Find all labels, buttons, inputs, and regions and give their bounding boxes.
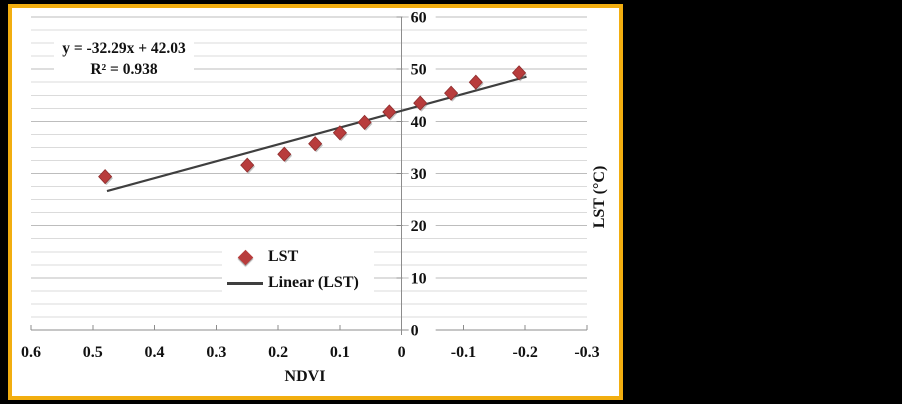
y-tick-label: 40 bbox=[411, 114, 427, 131]
data-point bbox=[357, 114, 372, 130]
diamond-marker-icon bbox=[237, 249, 253, 265]
x-axis-title: NDVI bbox=[284, 368, 326, 385]
y-tick-label-bg bbox=[408, 217, 436, 234]
x-tick-label: -0.3 bbox=[574, 344, 599, 361]
x-tick-label: -0.2 bbox=[513, 344, 538, 361]
x-tick-label: 0.3 bbox=[206, 344, 226, 361]
y-tick-label: 10 bbox=[411, 270, 427, 287]
data-point bbox=[468, 74, 483, 90]
plot-area: 0 10 20 30 40 50 60 0.6 0.5 0.4 0.3 0.2 0.1 0 -0.1 -0.2… bbox=[21, 9, 600, 361]
data-point bbox=[98, 169, 113, 185]
y-tick-label-bg bbox=[408, 269, 436, 286]
y-tick-label: 0 bbox=[411, 323, 419, 340]
trendline bbox=[106, 75, 527, 193]
data-point bbox=[240, 157, 255, 173]
x-tick-label: 0.4 bbox=[145, 344, 165, 361]
x-tick-label: 0.6 bbox=[21, 344, 41, 361]
data-point bbox=[511, 65, 527, 81]
legend-item-lst: LST bbox=[222, 245, 374, 269]
trendline-equation: y = -32.29x + 42.03 bbox=[62, 40, 186, 57]
y-tick-label-bg bbox=[408, 61, 436, 78]
chart-figure: 0 10 20 30 40 50 60 0.6 0.5 0.4 0.3 0.2 0.1 0 -0.1 -0.2… bbox=[8, 4, 623, 400]
y-tick-label: 20 bbox=[411, 218, 427, 235]
x-tick-label: 0 bbox=[398, 344, 406, 361]
data-point bbox=[332, 125, 347, 141]
data-point bbox=[308, 136, 323, 152]
y-axis-title: LST (°C) bbox=[591, 165, 608, 229]
legend-marker-cell bbox=[222, 281, 268, 285]
x-tick-label: 0.2 bbox=[268, 344, 288, 361]
y-tick-label: 60 bbox=[411, 10, 427, 27]
y-tick-label: 30 bbox=[411, 166, 427, 183]
y-tick-label-bg bbox=[408, 322, 436, 338]
data-point bbox=[277, 146, 292, 162]
legend-label: Linear (LST) bbox=[268, 274, 359, 291]
x-tick-label: 0.1 bbox=[330, 344, 350, 361]
data-point bbox=[444, 85, 459, 101]
legend-marker-cell bbox=[222, 249, 268, 265]
x-tick-label: -0.1 bbox=[451, 344, 476, 361]
legend-item-linear-lst: Linear (LST) bbox=[222, 271, 374, 295]
y-tick-label-bg bbox=[408, 113, 436, 130]
legend: LST Linear (LST) bbox=[222, 243, 374, 297]
y-tick-label: 50 bbox=[411, 62, 427, 79]
x-tick-label: 0.5 bbox=[83, 344, 103, 361]
y-tick-label-bg bbox=[408, 9, 436, 25]
data-point bbox=[382, 104, 397, 120]
trendline-annotation: y = -32.29x + 42.03 R² = 0.938 bbox=[54, 37, 194, 81]
trendline-r-squared: R² = 0.938 bbox=[90, 61, 158, 78]
y-tick-label-bg bbox=[408, 165, 436, 182]
trendline-marker-icon bbox=[227, 281, 263, 285]
data-point bbox=[413, 95, 428, 111]
legend-label: LST bbox=[268, 248, 299, 265]
